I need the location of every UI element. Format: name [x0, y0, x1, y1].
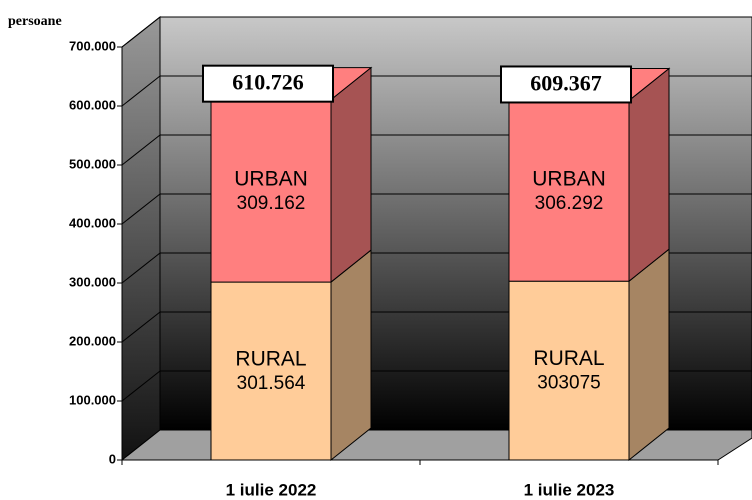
bar-side	[330, 249, 372, 462]
series-name: URBAN	[532, 167, 606, 190]
y-tick-label: 600.000	[69, 97, 116, 112]
y-axis-label: persoane	[8, 14, 62, 29]
x-tick-label: 1 iulie 2022	[226, 480, 317, 499]
value-label: 301.564	[237, 373, 306, 394]
value-label: 309.162	[237, 193, 306, 214]
bar	[508, 280, 630, 461]
y-tick-label: 700.000	[69, 38, 116, 53]
bar	[210, 281, 332, 461]
y-tick-label: 100.000	[69, 392, 116, 407]
grid-line	[121, 370, 161, 402]
bar-side	[330, 66, 372, 284]
x-tick-label: 1 iulie 2023	[524, 480, 615, 499]
side-wall	[121, 15, 161, 462]
grid-line	[121, 134, 161, 166]
value-label: 306.292	[535, 193, 604, 214]
value-label: 303075	[537, 373, 600, 394]
bar-side	[628, 67, 670, 283]
total-label: 610.726	[232, 70, 304, 95]
series-name: RURAL	[533, 347, 604, 370]
y-tick-label: 200.000	[69, 333, 116, 348]
grid-line	[121, 16, 161, 48]
y-tick-label: 400.000	[69, 215, 116, 230]
grid-line	[121, 311, 161, 343]
bar-side	[628, 248, 670, 462]
bar	[508, 99, 630, 282]
total-label: 609.367	[530, 71, 602, 96]
grid-line	[121, 193, 161, 225]
total-box	[202, 64, 334, 103]
y-tick-label: 0	[109, 451, 116, 466]
y-tick-label: 300.000	[69, 274, 116, 289]
series-name: RURAL	[235, 348, 306, 371]
grid-line	[121, 75, 161, 107]
y-tick-label: 500.000	[69, 156, 116, 171]
total-box	[500, 65, 632, 104]
grid-line	[121, 252, 161, 284]
bar	[210, 99, 332, 283]
series-name: URBAN	[234, 167, 308, 190]
